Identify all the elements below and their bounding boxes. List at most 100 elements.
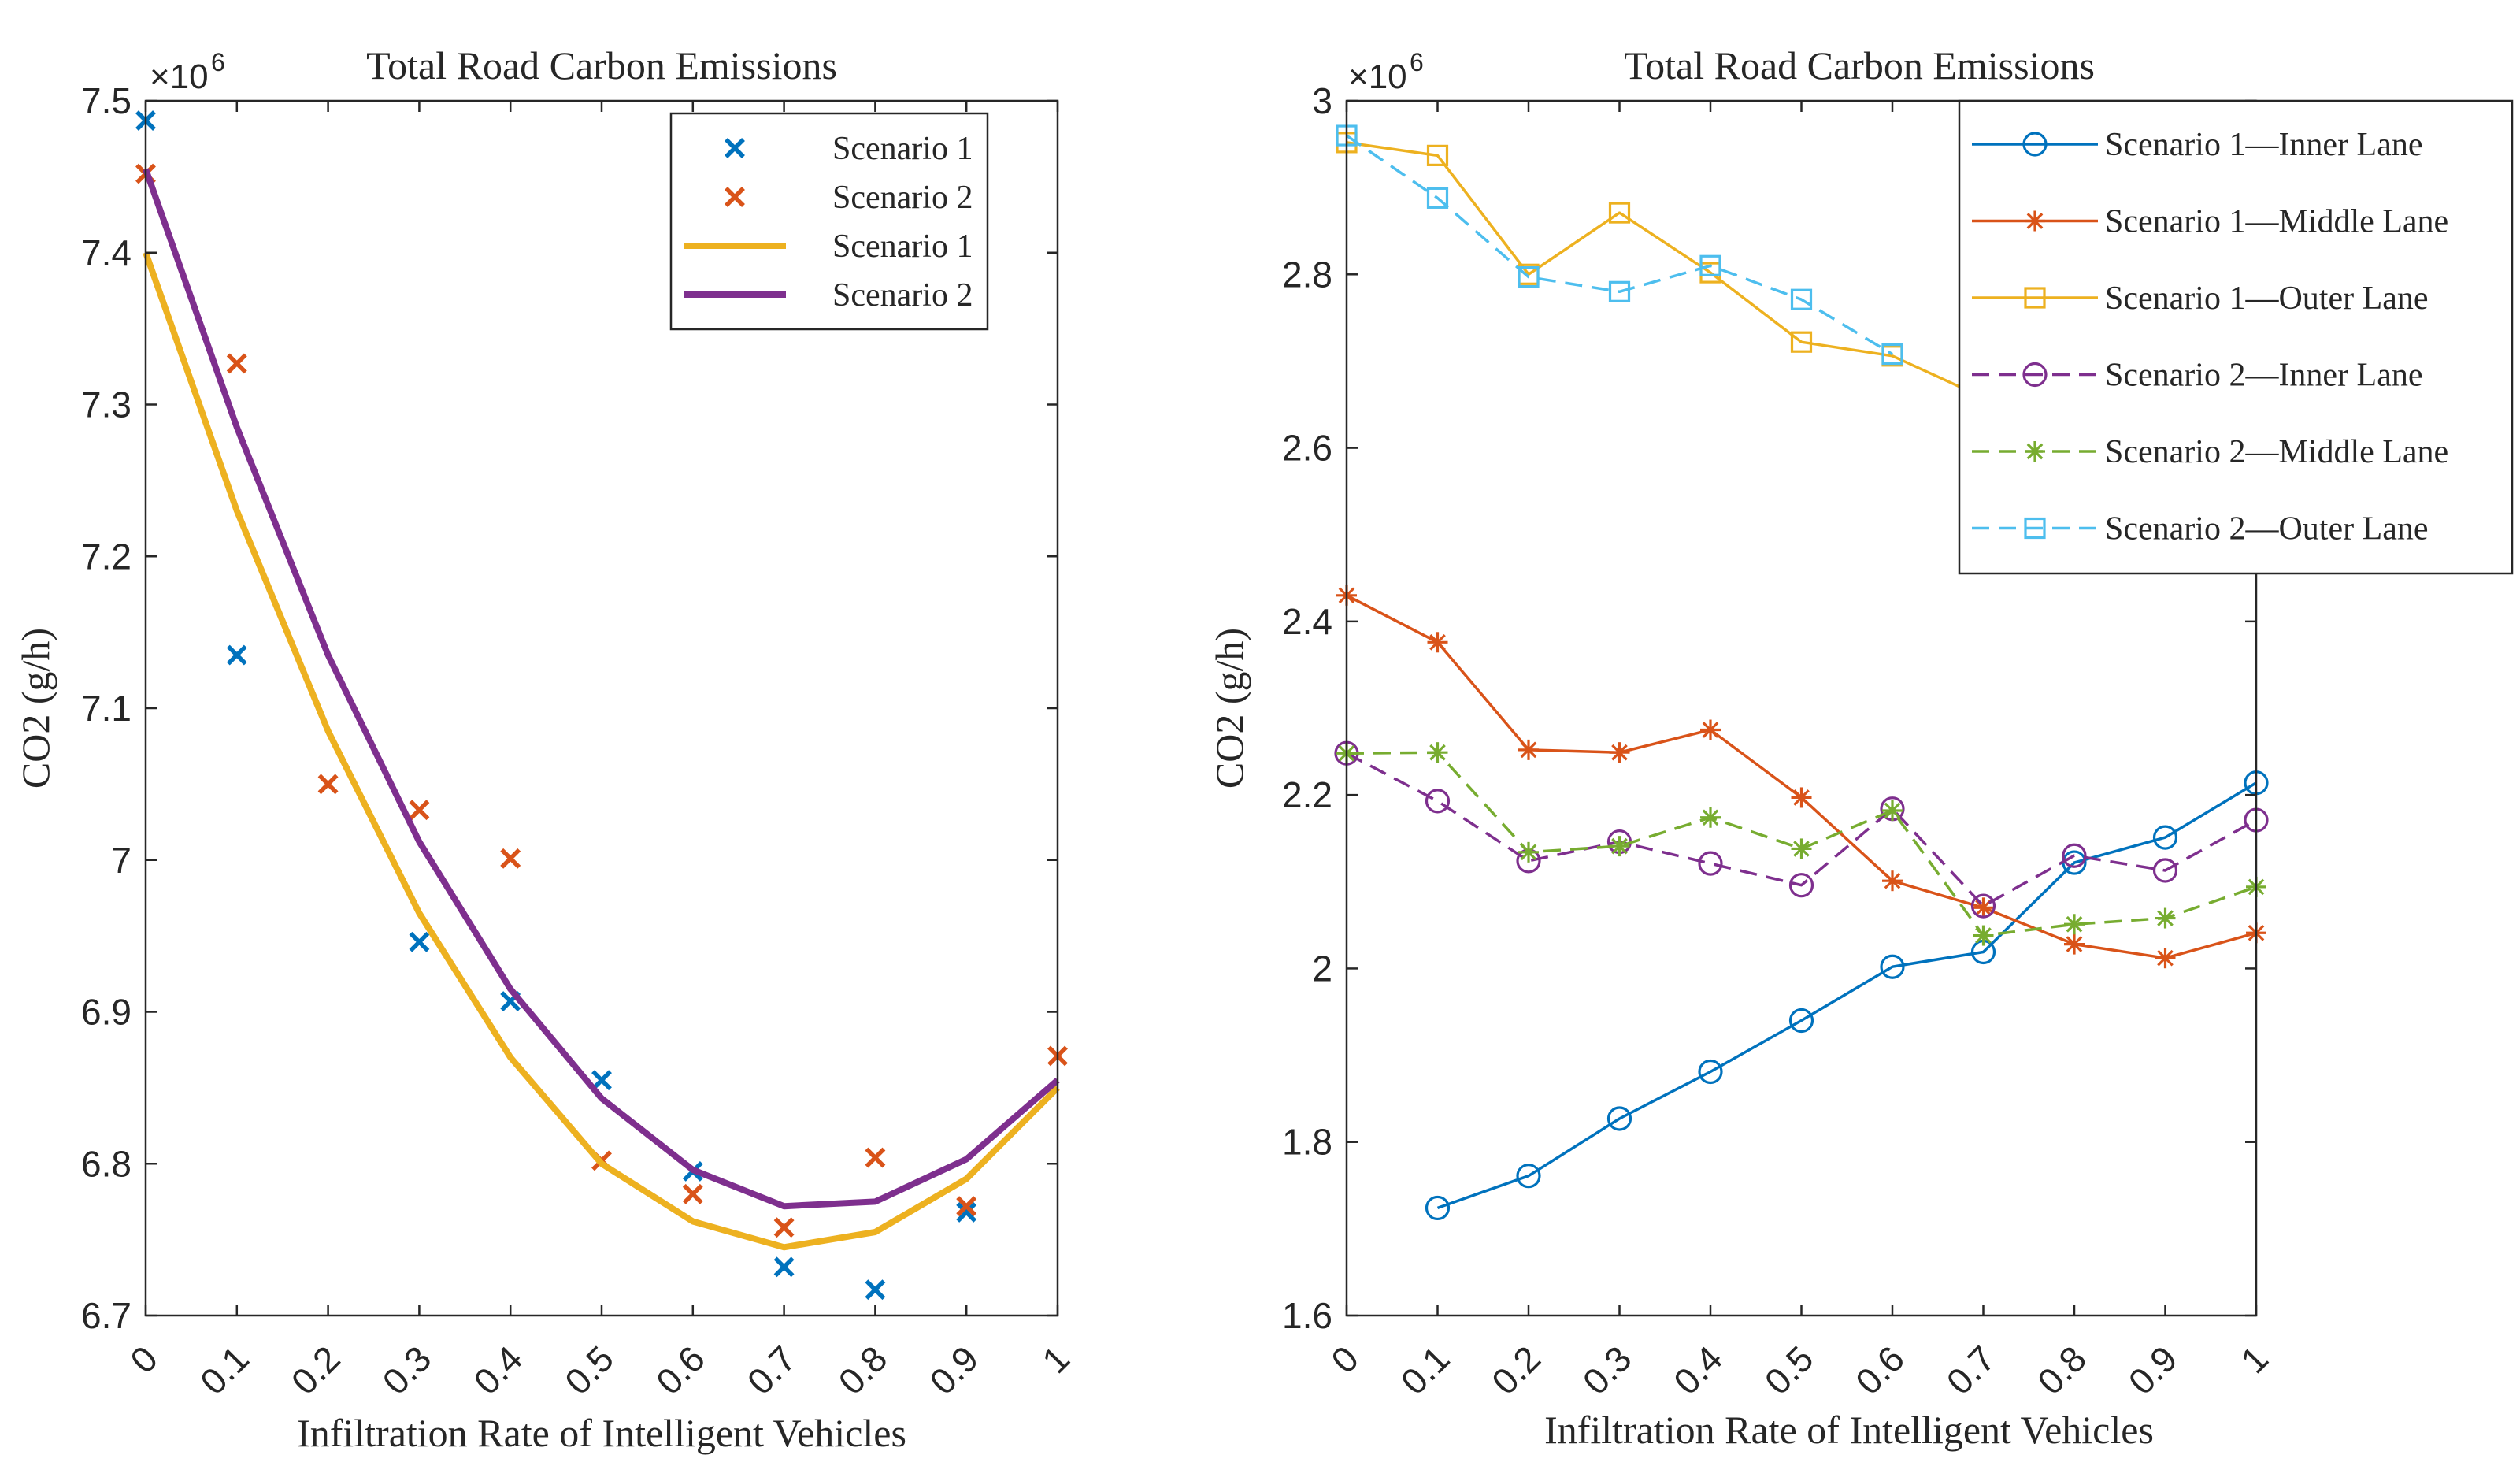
right-series-1-point (2152, 825, 2178, 850)
left-series-1-point (226, 644, 247, 666)
right-legend-entry: Scenario 1—Inner Lane (1972, 127, 2423, 163)
left-series-2-point (409, 800, 430, 821)
right-y-tick-label: 2.2 (1282, 774, 1332, 815)
left-y-tick-label: 6.8 (81, 1143, 132, 1184)
left-legend-entry: Scenario 2 (724, 180, 973, 216)
right-series-1-point (1606, 1106, 1632, 1131)
right-legend-label: Scenario 2—Outer Lane (2105, 511, 2429, 547)
right-series-4-point (2152, 858, 2178, 883)
right-series-6-point (1790, 288, 1813, 310)
right-series-4-point (1970, 893, 1996, 919)
left-y-tick-label: 7 (111, 840, 132, 881)
right-legend-entries: Scenario 1—Inner Lane Scenario 1—Middle L… (1972, 127, 2448, 547)
left-series-1-point (956, 1201, 977, 1223)
right-series-2-point (2064, 933, 2085, 955)
left-series-3 (143, 251, 1060, 1251)
right-series-1 (1425, 770, 2269, 1221)
right-legend-marker-sample (2025, 210, 2045, 232)
right-series-6 (1336, 124, 1903, 366)
right-series-3-line (1346, 141, 1984, 399)
right-series-2 (1336, 585, 2266, 969)
right-series-1-point (1880, 954, 1905, 979)
right-legend-marker-sample (2025, 441, 2045, 462)
left-y-exponent: ×10 6 (150, 48, 225, 96)
right-series-2-point (1609, 742, 1630, 763)
left-legend-label: Scenario 1 (832, 131, 973, 167)
left-series-3-line (143, 251, 1060, 1251)
right-series-3-point (1790, 331, 1813, 353)
right-series-1-point (1698, 1059, 1723, 1085)
left-series-2-point (317, 774, 339, 795)
right-series-6-point (1608, 280, 1631, 302)
right-series-4-point (2062, 843, 2087, 868)
right-x-axis-label: Infiltration Rate of Intelligent Vehicle… (1544, 1408, 2154, 1452)
right-series-4-line (1346, 752, 2257, 907)
left-series-4-line (143, 168, 1060, 1210)
right-legend-marker-sample (2022, 362, 2048, 388)
right-series-6-point (1699, 254, 1721, 276)
right-y-tick-label: 2 (1312, 948, 1332, 989)
right-series-6-line (1346, 134, 1893, 356)
left-series-2-point (956, 1196, 977, 1217)
right-chart-title: Total Road Carbon Emissions (1624, 43, 2095, 87)
left-y-axis-label: CO2 (g/h) (13, 628, 57, 789)
right-series-2-point (1973, 897, 1994, 919)
right-y-tick-label: 1.8 (1282, 1122, 1332, 1163)
left-legend: Scenario 1 Scenario 2 Scenario 1 Scenario 2 (669, 112, 989, 331)
left-legend-label: Scenario 2 (832, 180, 973, 216)
right-series-1-line (1436, 781, 2257, 1210)
left-legend-entries: Scenario 1 Scenario 2 Scenario 1 Scenario 2 (684, 131, 973, 314)
left-legend-marker-sample (724, 187, 745, 207)
right-legend-entry: Scenario 1—Middle Lane (1972, 204, 2448, 240)
right-series-1-point (1425, 1195, 1451, 1221)
right-y-tick-label: 2.4 (1282, 601, 1332, 642)
left-y-exponent-power: 6 (211, 48, 225, 76)
right-series-5-point (2155, 907, 2176, 929)
right-series-5-point (1518, 841, 1539, 863)
left-y-tick-label: 7.3 (81, 384, 132, 425)
right-series-6-point (1881, 343, 1903, 366)
right-legend-entry: Scenario 2—Middle Lane (1972, 434, 2448, 470)
left-legend-label: Scenario 1 (832, 228, 973, 265)
left-series-2-point (226, 353, 247, 374)
right-series-2-point (2155, 948, 2176, 969)
left-y-tick-label: 6.7 (81, 1295, 132, 1336)
right-series-5-point (1700, 807, 1721, 828)
left-series-2-point (682, 1183, 703, 1204)
right-series-5-point (1427, 742, 1448, 763)
right-series-2-point (1882, 870, 1903, 892)
right-legend-label: Scenario 1—Middle Lane (2105, 204, 2448, 240)
left-series-4 (143, 168, 1060, 1210)
right-legend-label: Scenario 1—Inner Lane (2105, 127, 2423, 163)
right-legend-box (1958, 99, 2514, 575)
left-series-1-point (409, 931, 430, 952)
right-legend-entry: Scenario 1—Outer Lane (1972, 280, 2429, 317)
right-series-5-point (2064, 914, 2085, 935)
right-y-axis-label: CO2 (g/h) (1207, 628, 1251, 789)
right-series-2-point (1700, 719, 1721, 740)
right-series-5-point (1973, 925, 1994, 946)
left-series-1-point (773, 1256, 795, 1278)
left-y-exponent-base: ×10 (150, 58, 209, 96)
right-y-tick-label: 3 (1312, 80, 1332, 121)
left-legend-entry: Scenario 2 (684, 277, 973, 314)
right-y-tick-label: 2.8 (1282, 254, 1332, 295)
right-series-4-point (1788, 873, 1814, 898)
right-legend-entry: Scenario 2—Inner Lane (1972, 358, 2423, 394)
left-legend-entry: Scenario 1 (684, 228, 973, 265)
right-y-tick-label: 2.6 (1282, 428, 1332, 469)
right-legend-marker-sample (2022, 132, 2048, 157)
right-series-5-line (1346, 751, 2257, 937)
left-series-1-point (591, 1070, 612, 1091)
right-y-exponent: ×10 6 (1348, 48, 1424, 96)
right-series-5-point (1882, 800, 1903, 821)
right-series-6-point (1426, 187, 1449, 209)
right-series-2-point (1791, 787, 1812, 808)
left-legend-marker-sample (724, 138, 745, 158)
right-series-1-point (1516, 1164, 1541, 1189)
left-chart-title: Total Road Carbon Emissions (366, 43, 837, 87)
left-series-1-point (865, 1279, 886, 1301)
right-legend-label: Scenario 1—Outer Lane (2105, 280, 2429, 317)
left-x-axis-label: Infiltration Rate of Intelligent Vehicle… (297, 1411, 906, 1455)
